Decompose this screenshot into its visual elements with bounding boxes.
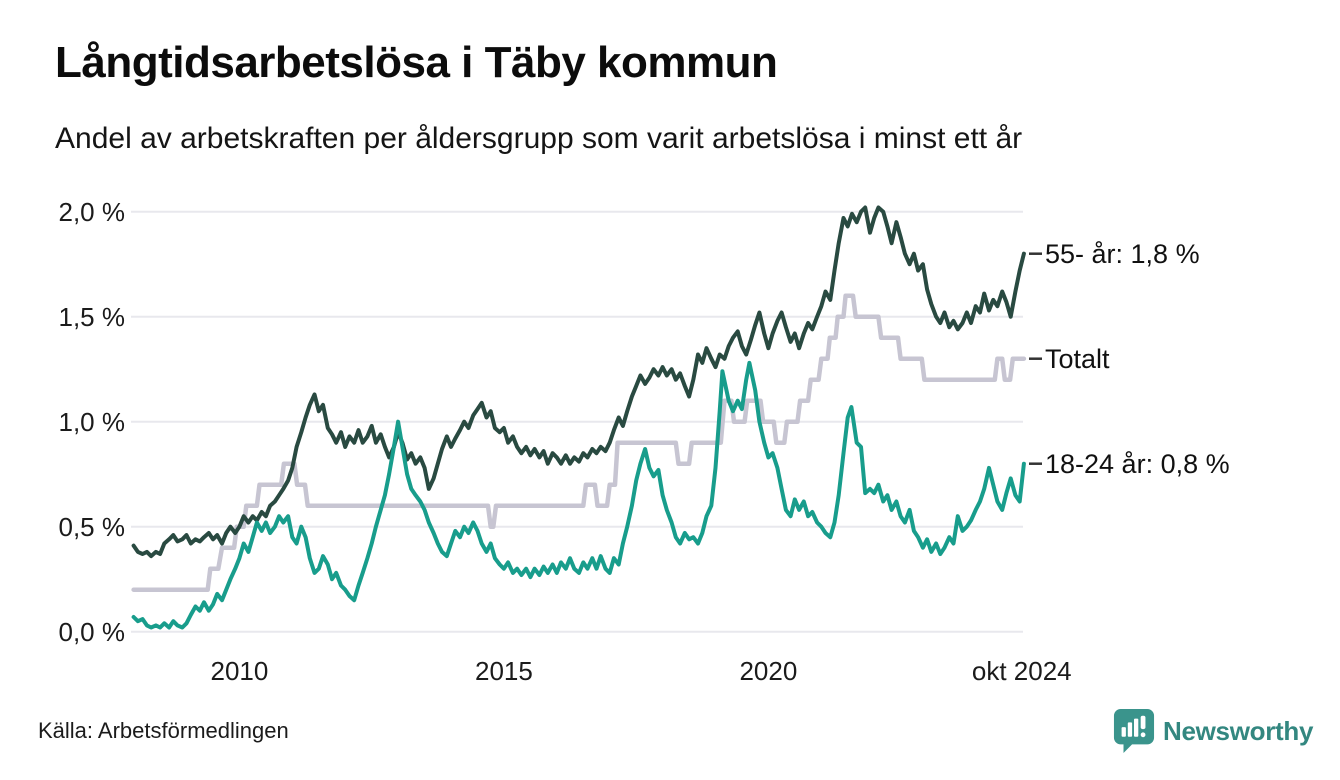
page-subtitle: Andel av arbetskraften per åldersgrupp s… [55, 122, 1023, 155]
x-tick-label: okt 2024 [971, 656, 1072, 686]
legend-label: 55- år: 1,8 % [1045, 238, 1200, 269]
newsworthy-logo-icon [1113, 709, 1155, 753]
source-note: Källa: Arbetsförmedlingen [38, 718, 289, 743]
newsworthy-wordmark: Newsworthy [1163, 715, 1314, 746]
legend-label: 18-24 år: 0,8 % [1045, 448, 1230, 479]
x-tick-label: 2010 [210, 656, 269, 686]
y-tick-label: 1,5 % [58, 301, 126, 332]
series-line-55-r [131, 205, 1026, 559]
series-line-totalt [131, 293, 1027, 592]
newsworthy-brand: Newsworthy [1113, 708, 1313, 754]
y-tick-label: 1,0 % [58, 406, 126, 437]
legend-label: Totalt [1045, 343, 1110, 374]
y-tick-label: 2,0 % [58, 196, 126, 227]
x-tick-label: 2020 [739, 656, 798, 686]
y-tick-label: 0,0 % [58, 616, 126, 647]
series-line-18-24-r [131, 360, 1026, 630]
page-title: Långtidsarbetslösa i Täby kommun [55, 38, 778, 87]
x-tick-label: 2015 [474, 656, 533, 686]
y-tick-label: 0,5 % [58, 511, 126, 542]
